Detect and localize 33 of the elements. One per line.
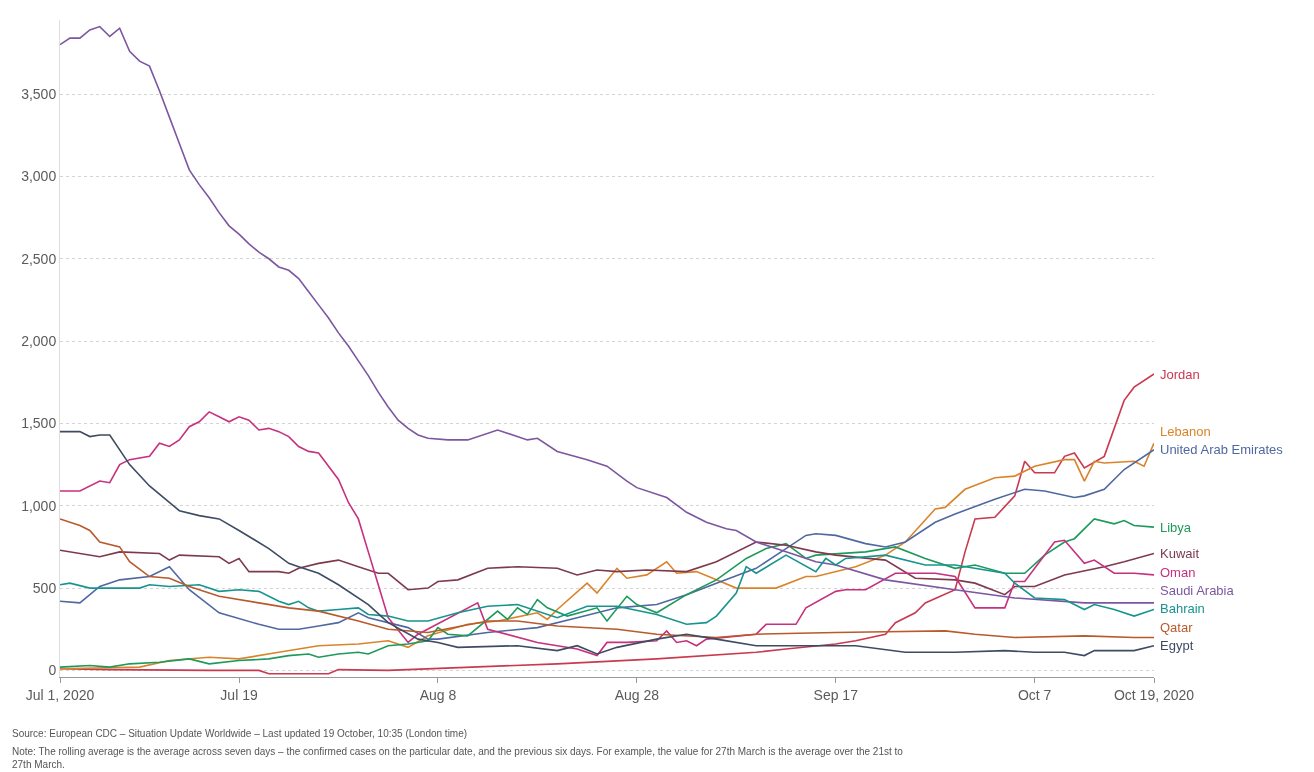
y-tick-label: 3,500 [21, 86, 57, 102]
line-series [60, 518, 1154, 639]
line-series [60, 541, 1154, 596]
y-tick-label: 1,500 [21, 415, 57, 432]
y-tick-label: 2,000 [21, 332, 57, 349]
series-label: Qatar [1160, 620, 1194, 635]
y-tick-label: 2,500 [21, 250, 57, 267]
y-tick-label: 1,000 [21, 497, 57, 514]
series-label: Jordan [1160, 367, 1200, 382]
text: Note: The rolling average is the average across seven days – the confirmed cases on the particular date, and the previous six days. For example, the value for 27th March is the average over the 21st to 27th March. [12, 746, 904, 770]
series-label: Kuwait [1160, 546, 1200, 561]
line-series [60, 448, 1154, 640]
line-series [60, 518, 1154, 668]
series-label: United Arab Emirates [1160, 442, 1284, 457]
series-label: Libya [1160, 520, 1192, 535]
line-series [60, 554, 1154, 626]
x-tick-label: Aug 8 [419, 686, 457, 703]
series-label: Saudi Arabia [1160, 583, 1235, 598]
line-series [60, 25, 1154, 604]
x-tick-label: Oct 19, 2020 [1113, 686, 1195, 703]
series-label: Bahrain [1160, 601, 1205, 616]
x-tick-label: Oct 7 [1017, 686, 1052, 703]
series-label: Oman [1160, 565, 1196, 580]
source-note: Source: European CDC – Situation Update Worldwide – Last updated 19 October, 10:35 (London time) [12, 728, 468, 739]
series-label: Lebanon [1160, 424, 1211, 439]
y-tick-label: 500 [32, 579, 57, 596]
y-tick-label: 3,000 [21, 168, 57, 185]
x-tick-label: Sep 17 [813, 686, 859, 703]
series-label: Egypt [1160, 638, 1194, 653]
x-tick-label: Jul 1, 2020 [25, 686, 95, 703]
x-tick-label: Aug 28 [614, 686, 660, 703]
x-tick-label: Jul 19 [220, 686, 258, 703]
y-tick-label: 0 [48, 662, 57, 679]
